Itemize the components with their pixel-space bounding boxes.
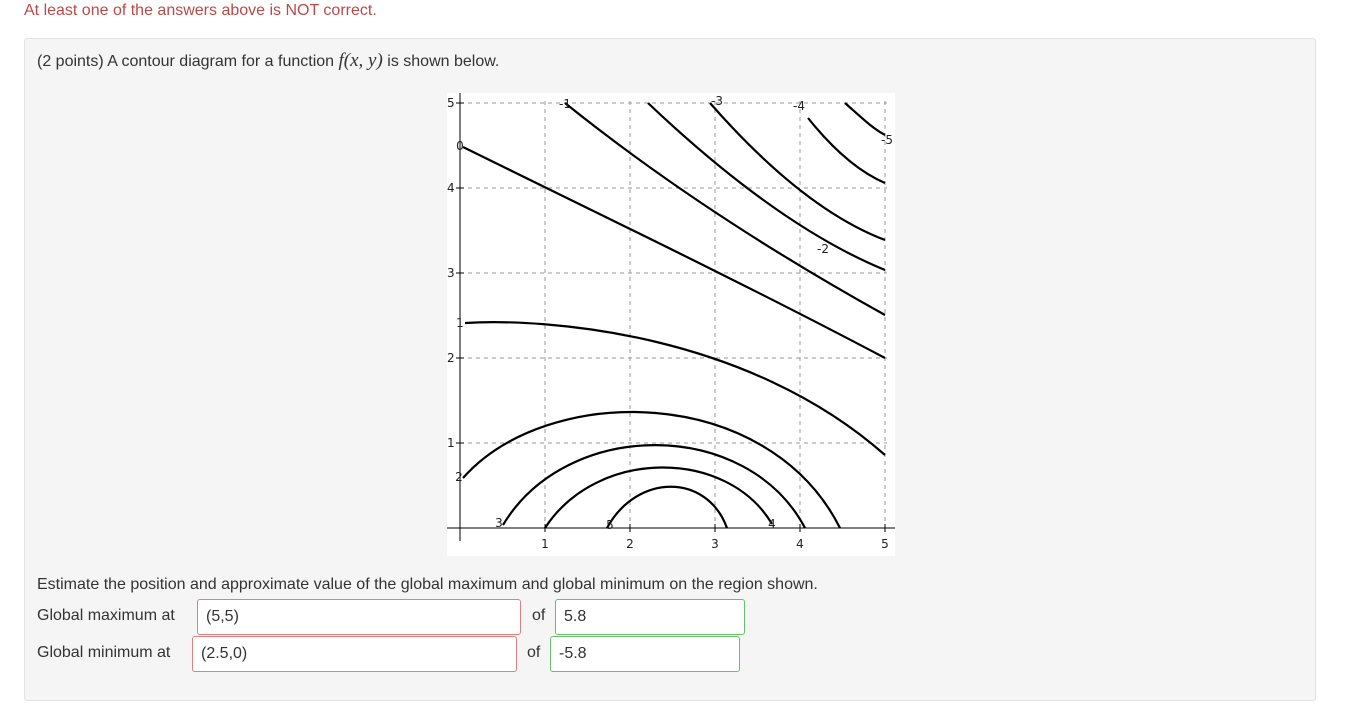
problem-intro: (2 points) A contour diagram for a funct… xyxy=(37,50,499,72)
contour xyxy=(462,410,841,529)
contour xyxy=(564,102,886,316)
answer-label: Global maximum at xyxy=(37,607,175,624)
contour-label: 4 xyxy=(768,517,776,531)
contour-label: -4 xyxy=(793,99,805,113)
contour xyxy=(502,444,806,529)
x-tick-label: 4 xyxy=(796,537,804,551)
y-tick-label: 2 xyxy=(447,351,455,365)
contour-label: 3 xyxy=(495,516,503,530)
contour xyxy=(544,466,773,529)
contour-label: 1 xyxy=(456,316,464,330)
x-tick-label: 5 xyxy=(881,537,889,551)
contour xyxy=(464,321,886,456)
contour xyxy=(647,102,886,272)
contour-label: -2 xyxy=(817,242,829,256)
contour-label: 0 xyxy=(456,139,464,153)
math: f(x, y) xyxy=(338,50,383,71)
contour-label: 5 xyxy=(606,518,614,532)
contour-label: -1 xyxy=(559,97,571,111)
position-input[interactable]: (5,5) xyxy=(197,599,521,635)
contour xyxy=(709,102,886,242)
of-label: of xyxy=(527,644,541,661)
x-tick-label: 3 xyxy=(711,537,719,551)
contour-label: -5 xyxy=(881,133,893,147)
x-tick-label: 2 xyxy=(626,537,634,551)
value-input[interactable]: -5.8 xyxy=(550,636,740,672)
question: Estimate the position and approximate va… xyxy=(37,576,818,593)
contour-label: -3 xyxy=(711,94,723,108)
y-tick-label: 1 xyxy=(447,436,455,450)
x-tick-label: 1 xyxy=(541,537,549,551)
position-input[interactable]: (2.5,0) xyxy=(192,636,517,672)
contour xyxy=(606,485,729,529)
contour xyxy=(462,146,886,359)
contour-plot: 1 2 3 4 5 1 2 3 4 5 -1 -3 -4 -5 0 -2 1 2 3 5 4 xyxy=(447,93,895,556)
contour xyxy=(844,102,886,136)
intro-text: (2 points) A contour diagram for a funct… xyxy=(37,53,335,70)
contours xyxy=(462,102,886,529)
answer-label: Global minimum at xyxy=(37,644,171,661)
y-tick-label: 5 xyxy=(447,96,455,110)
of-label: of xyxy=(532,607,546,624)
value-input[interactable]: 5.8 xyxy=(555,599,745,635)
feedback: At least one of the answers above is NOT… xyxy=(24,2,377,19)
contour-label: 2 xyxy=(455,470,463,484)
intro-text: is shown below. xyxy=(387,53,500,70)
contour xyxy=(807,117,886,185)
y-tick-label: 3 xyxy=(447,266,455,280)
y-tick-label: 4 xyxy=(447,181,455,195)
